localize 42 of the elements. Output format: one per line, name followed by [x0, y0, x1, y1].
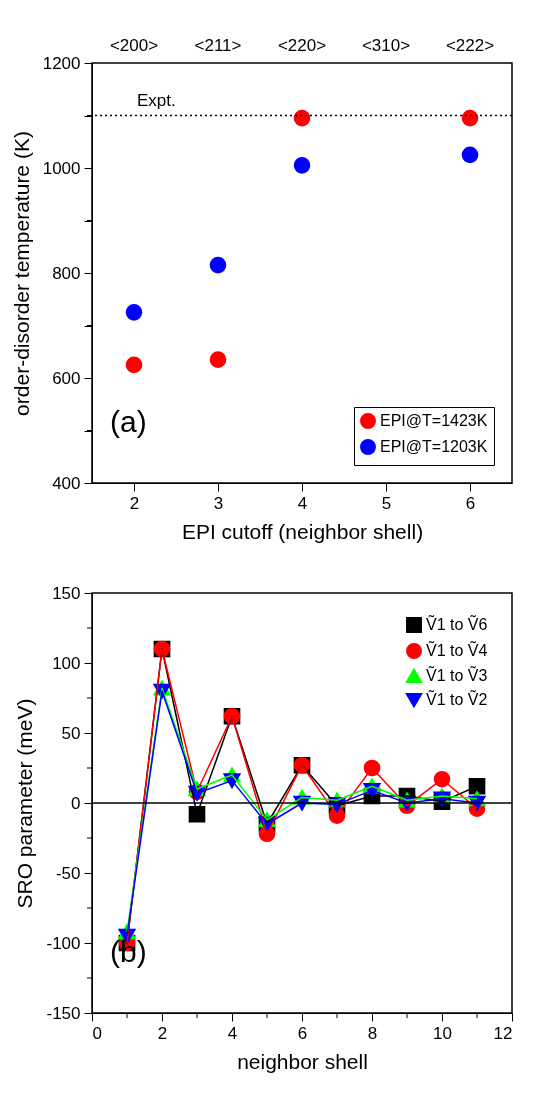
y-tick-label: 600 [52, 368, 81, 388]
text: <200> [109, 36, 159, 55]
text: <220> [277, 36, 327, 55]
x-axis-title: neighbor shell [237, 1049, 368, 1073]
text: <310> [361, 36, 411, 55]
y-tick-label: 150 [52, 583, 81, 603]
x-tick-label: 6 [465, 493, 476, 513]
x-tick-label: 12 [493, 1023, 513, 1043]
legend-label: Ṽ1 to Ṽ6 [426, 614, 488, 633]
x-tick-label: 4 [227, 1023, 238, 1043]
y-tick-label: 0 [71, 793, 81, 813]
y-tick-label: 800 [52, 263, 81, 283]
x-tick-label: 8 [367, 1023, 378, 1043]
legend-label: EPI@T=1203K [380, 438, 488, 455]
annotation: (a) [110, 405, 147, 438]
x-tick-label: 5 [381, 493, 392, 513]
legend-label: Ṽ1 to Ṽ2 [426, 689, 488, 708]
x-tick-label: 10 [433, 1023, 452, 1043]
legend-label: Ṽ1 to Ṽ4 [426, 640, 488, 659]
x-tick-label: 0 [92, 1023, 102, 1043]
legend-label: EPI@T=1423K [380, 412, 488, 429]
legend-label: Ṽ1 to Ṽ3 [426, 665, 488, 684]
y-tick-label: -100 [46, 933, 81, 953]
x-tick-label: 3 [213, 493, 224, 513]
ref-line-label: Expt. [137, 90, 176, 110]
text: <211> [194, 36, 242, 55]
x-tick-label: 4 [297, 493, 308, 513]
y-tick-label: -50 [55, 863, 81, 883]
x-tick-label: 2 [157, 1023, 168, 1043]
y-tick-label: 1000 [42, 158, 81, 178]
y-tick-label: 50 [61, 723, 81, 743]
x-tick-label: 2 [129, 493, 140, 513]
y-tick-label: 400 [52, 473, 81, 493]
y-axis-title: order-disorder temperature (K) [9, 131, 33, 416]
annotation: (b) [110, 935, 147, 968]
y-tick-label: 1200 [42, 53, 81, 73]
y-tick-label: -150 [46, 1003, 81, 1023]
x-axis-title: EPI cutoff (neighbor shell) [181, 519, 424, 543]
text: <222> [445, 36, 495, 55]
x-tick-label: 6 [297, 1023, 308, 1043]
y-axis-title: SRO parameter (meV) [13, 698, 37, 909]
y-tick-label: 100 [52, 653, 81, 673]
